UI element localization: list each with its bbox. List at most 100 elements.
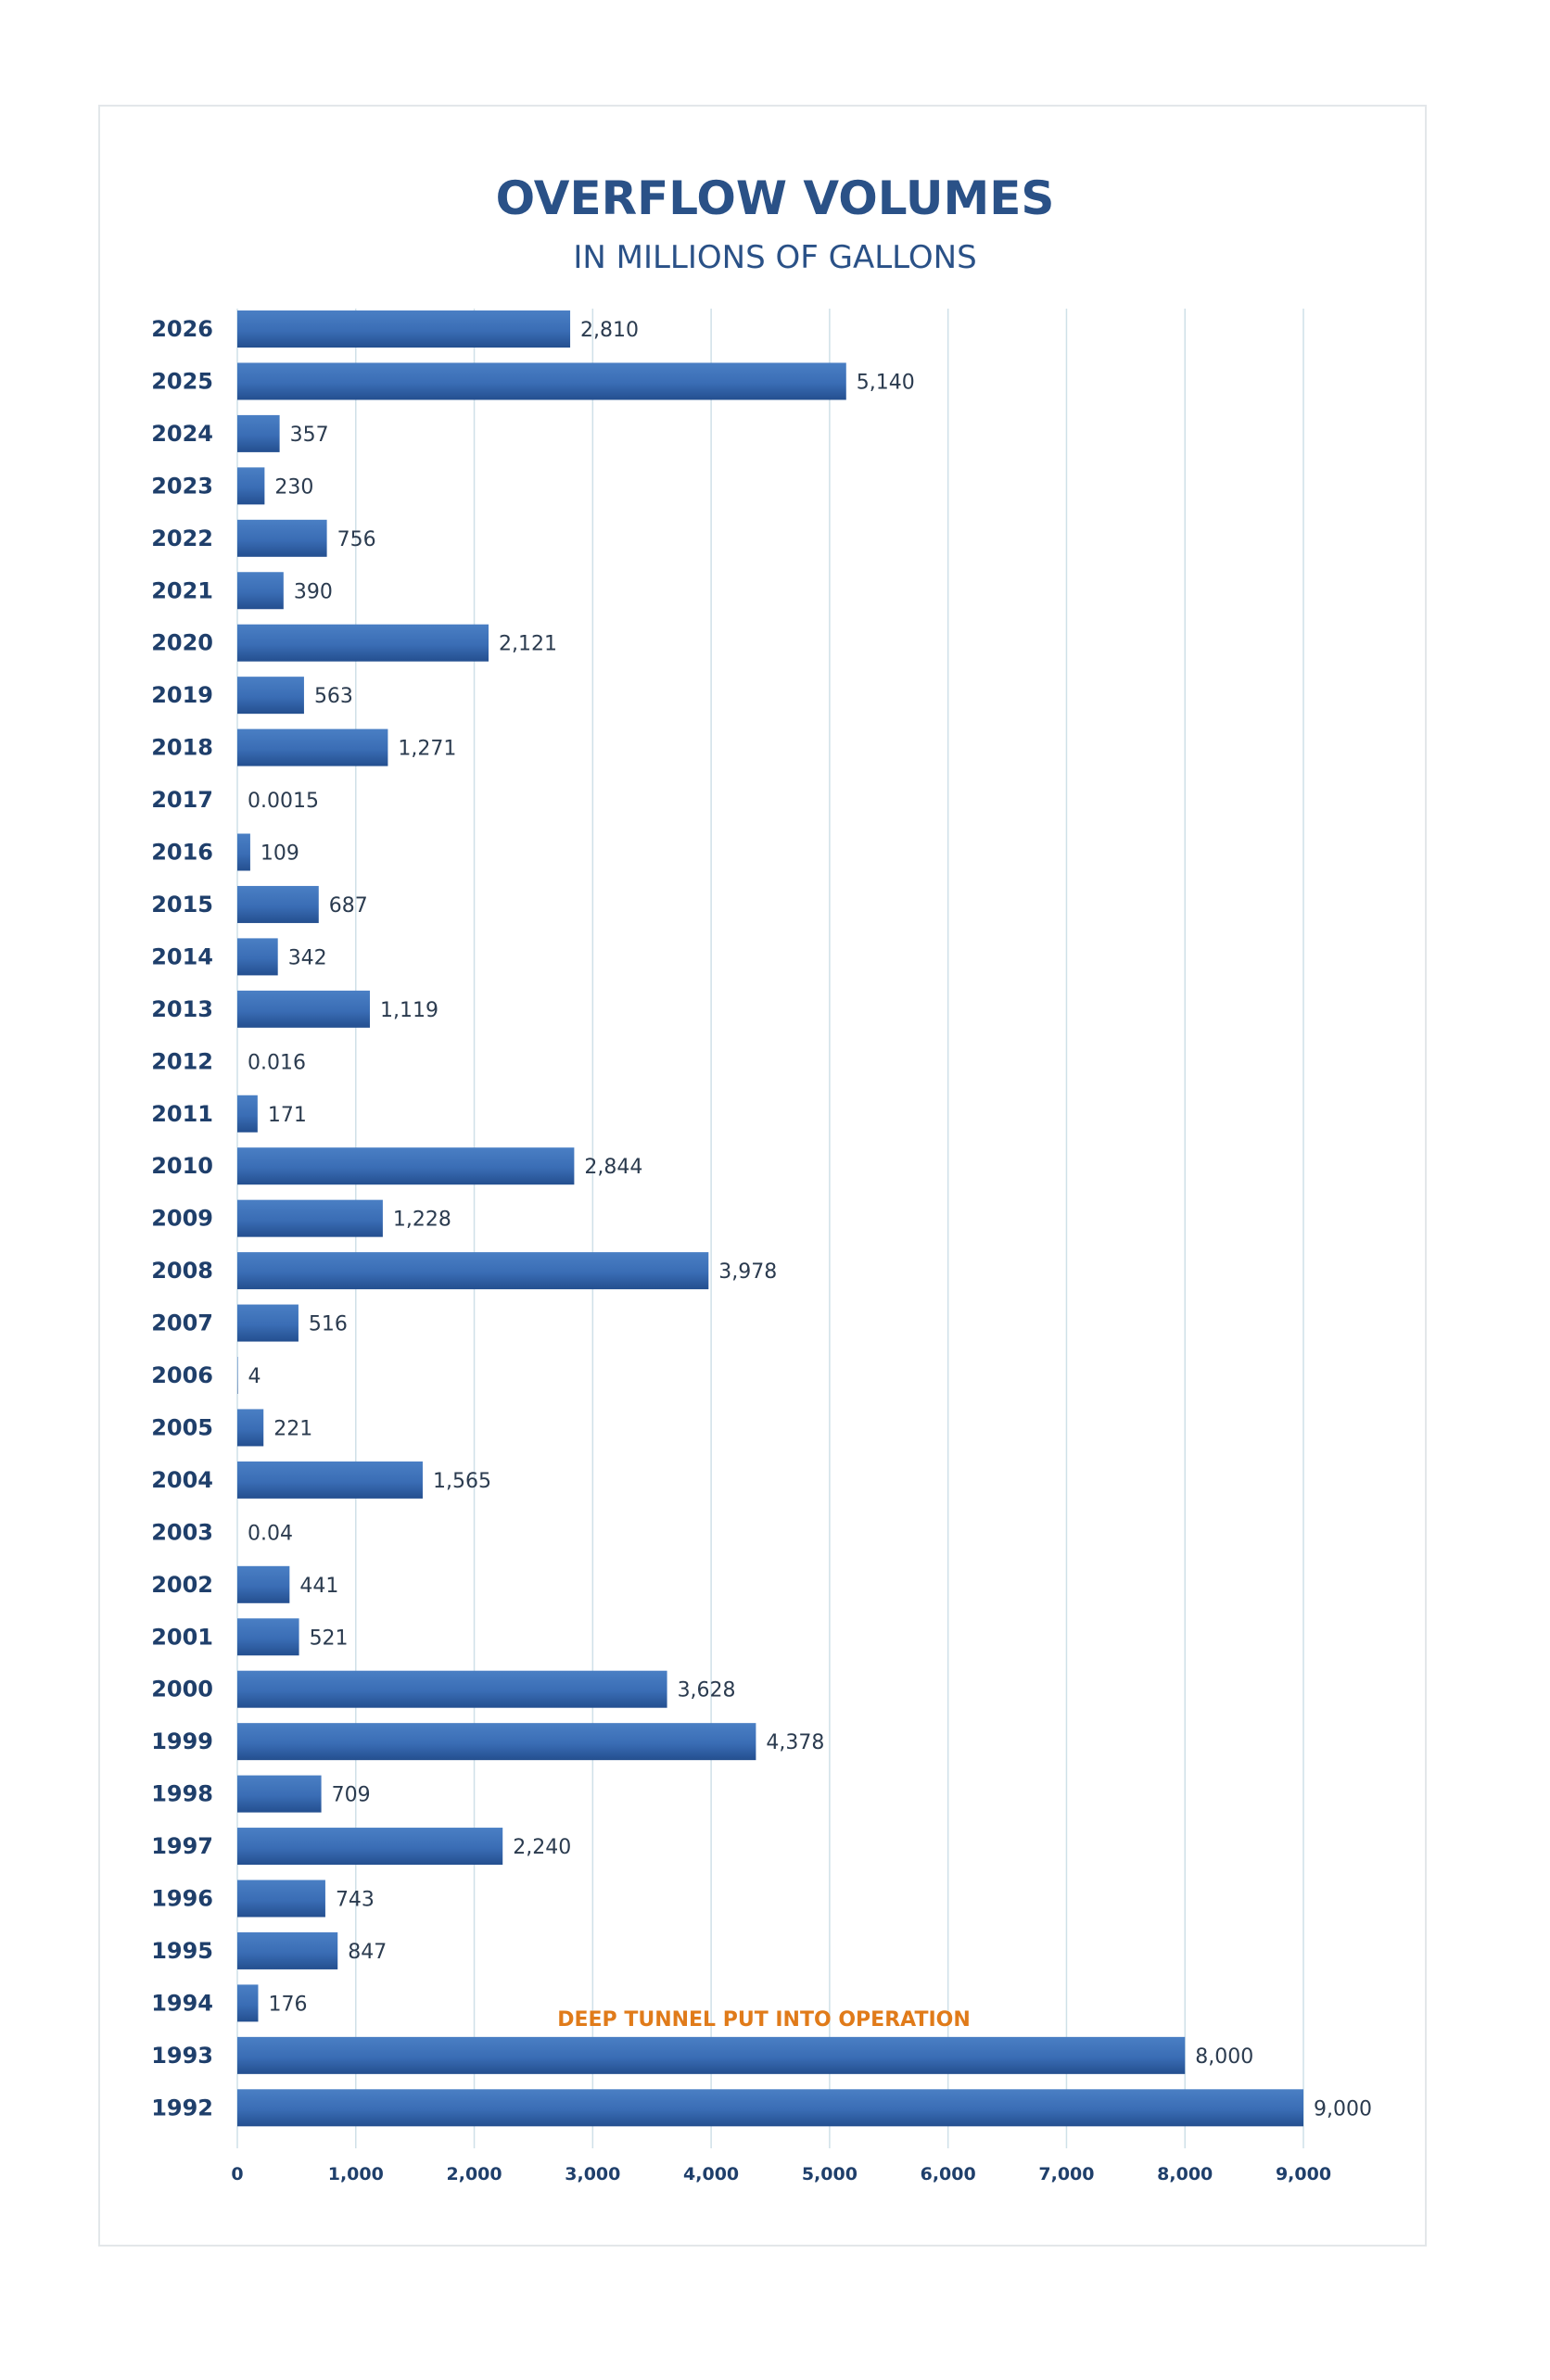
bar (237, 310, 571, 348)
y-tick-label: 2017 (151, 787, 213, 813)
data-label: 743 (336, 1889, 375, 1912)
x-tick-label: 0 (231, 2164, 243, 2184)
bar (237, 833, 250, 871)
data-label: 9,000 (1314, 2097, 1372, 2120)
y-tick-label: 2021 (151, 577, 213, 603)
y-tick-label: 2015 (151, 892, 213, 918)
x-tick-label: 1,000 (328, 2164, 384, 2184)
data-label: 2,844 (584, 1156, 642, 1179)
y-tick-label: 2022 (151, 525, 213, 551)
data-label: 221 (273, 1417, 312, 1440)
data-label: 1,228 (393, 1209, 451, 1232)
y-tick-label: 1999 (151, 1728, 213, 1754)
bar (237, 677, 304, 715)
data-label: 1,271 (398, 738, 456, 761)
y-tick-label: 2000 (151, 1677, 213, 1703)
data-label: 2,810 (580, 319, 639, 342)
data-label: 0.0015 (248, 790, 319, 813)
bar (237, 1461, 423, 1499)
data-label: 0.04 (248, 1522, 293, 1545)
data-label: 2,121 (499, 633, 557, 656)
bar (237, 2089, 1303, 2127)
x-tick-label: 4,000 (683, 2164, 739, 2184)
bar (237, 414, 280, 452)
bar (237, 1880, 325, 1918)
y-tick-label: 2009 (151, 1206, 213, 1232)
data-label: 1,119 (380, 999, 438, 1022)
y-tick-label: 2019 (151, 682, 213, 708)
data-label: 847 (348, 1941, 387, 1964)
y-tick-label: 1998 (151, 1781, 213, 1807)
bar (237, 1723, 756, 1761)
data-label: 0.016 (248, 1051, 306, 1074)
y-tick-label: 2020 (151, 630, 213, 656)
data-label: 2,240 (513, 1836, 571, 1859)
y-tick-label: 2001 (151, 1624, 213, 1650)
bar (237, 519, 327, 557)
data-label: 357 (290, 424, 329, 447)
y-tick-label: 2025 (151, 368, 213, 394)
bar (237, 1775, 322, 1813)
y-tick-label: 2003 (151, 1519, 213, 1545)
x-tick-label: 7,000 (1038, 2164, 1094, 2184)
data-label: 4,378 (766, 1731, 824, 1754)
data-label: 230 (274, 475, 313, 499)
y-tick-label: 2024 (151, 421, 213, 447)
data-label: 516 (309, 1313, 348, 1336)
y-tick-label: 2016 (151, 840, 213, 866)
bar (237, 885, 319, 923)
y-tick-label: 1997 (151, 1833, 213, 1859)
bar (237, 624, 489, 662)
y-tick-label: 2002 (151, 1572, 213, 1598)
y-tick-label: 2004 (151, 1467, 213, 1493)
y-tick-label: 2011 (151, 1101, 213, 1127)
y-tick-label: 1993 (151, 2043, 213, 2069)
bar (237, 1618, 299, 1656)
bar (237, 1252, 709, 1290)
y-tick-label: 2005 (151, 1414, 213, 1440)
bar (237, 1828, 503, 1866)
x-tick-label: 3,000 (565, 2164, 620, 2184)
x-tick-label: 9,000 (1276, 2164, 1331, 2184)
bar (237, 1931, 338, 1969)
data-label: 1,565 (433, 1470, 491, 1493)
x-tick-label: 5,000 (802, 2164, 858, 2184)
y-tick-label: 1996 (151, 1886, 213, 1912)
bar (237, 1670, 667, 1708)
y-tick-label: 2012 (151, 1048, 213, 1074)
y-tick-label: 2018 (151, 735, 213, 761)
bar (237, 1409, 264, 1447)
data-label: 756 (337, 528, 376, 551)
data-label: 3,628 (678, 1679, 736, 1703)
chart-title: OVERFLOW VOLUMES (495, 171, 1055, 225)
data-label: 441 (299, 1575, 338, 1598)
y-tick-label: 2013 (151, 996, 213, 1022)
y-tick-label: 2026 (151, 316, 213, 342)
y-tick-label: 1994 (151, 1990, 213, 2016)
data-label: 109 (260, 842, 299, 866)
data-label: 176 (268, 1993, 307, 2016)
bar (237, 1565, 290, 1603)
bar (237, 572, 284, 610)
bar (237, 1147, 575, 1185)
y-tick-label: 2010 (151, 1153, 213, 1179)
chart-subtitle: IN MILLIONS OF GALLONS (573, 239, 977, 276)
bar (237, 1357, 238, 1394)
data-label: 3,978 (718, 1260, 777, 1284)
bar (237, 2036, 1186, 2074)
bar (237, 362, 846, 400)
y-tick-label: 2014 (151, 943, 213, 969)
data-label: 521 (310, 1627, 349, 1650)
y-tick-label: 1995 (151, 1938, 213, 1964)
y-tick-label: 2023 (151, 473, 213, 499)
bar (237, 1199, 383, 1237)
bar (237, 1095, 258, 1133)
bar (237, 1304, 299, 1342)
data-label: 687 (329, 894, 368, 918)
data-label: 563 (314, 685, 353, 708)
annotation-deep-tunnel: DEEP TUNNEL PUT INTO OPERATION (557, 2008, 971, 2032)
data-label: 171 (268, 1104, 307, 1127)
bar (237, 1984, 259, 2022)
bar (237, 990, 370, 1028)
